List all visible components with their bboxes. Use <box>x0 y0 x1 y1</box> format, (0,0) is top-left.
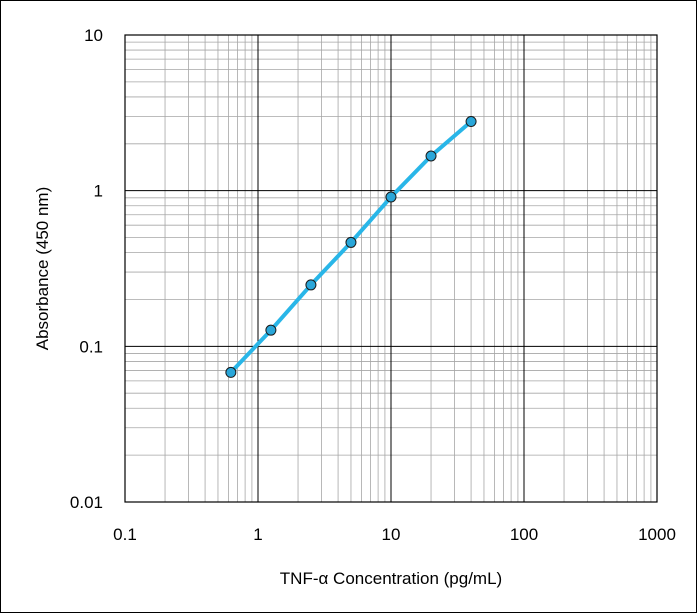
x-tick-label: 1000 <box>638 525 676 544</box>
x-tick-label: 10 <box>382 525 401 544</box>
data-point <box>345 236 357 248</box>
data-point <box>265 324 277 336</box>
major-gridlines <box>125 35 657 502</box>
x-tick-label: 100 <box>510 525 538 544</box>
data-points-group <box>225 116 477 378</box>
y-tick-label: 1 <box>94 182 103 201</box>
y-tick-labels: 0.01 0.1 1 10 <box>70 26 103 512</box>
x-tick-labels: 0.1 1 10 100 1000 <box>113 525 676 544</box>
y-tick-label: 0.1 <box>79 337 103 356</box>
y-tick-label: 10 <box>84 26 103 45</box>
plot-area-border <box>124 34 658 503</box>
data-point <box>465 116 477 128</box>
x-tick-label: 0.1 <box>113 525 137 544</box>
x-tick-label: 1 <box>253 525 262 544</box>
y-tick-label: 0.01 <box>70 493 103 512</box>
data-point <box>385 191 397 203</box>
y-axis-title: Absorbance (450 nm) <box>33 187 52 350</box>
x-axis-title: TNF-α Concentration (pg/mL) <box>280 569 502 588</box>
data-point <box>225 366 237 378</box>
data-point <box>305 279 317 291</box>
data-point <box>425 150 437 162</box>
